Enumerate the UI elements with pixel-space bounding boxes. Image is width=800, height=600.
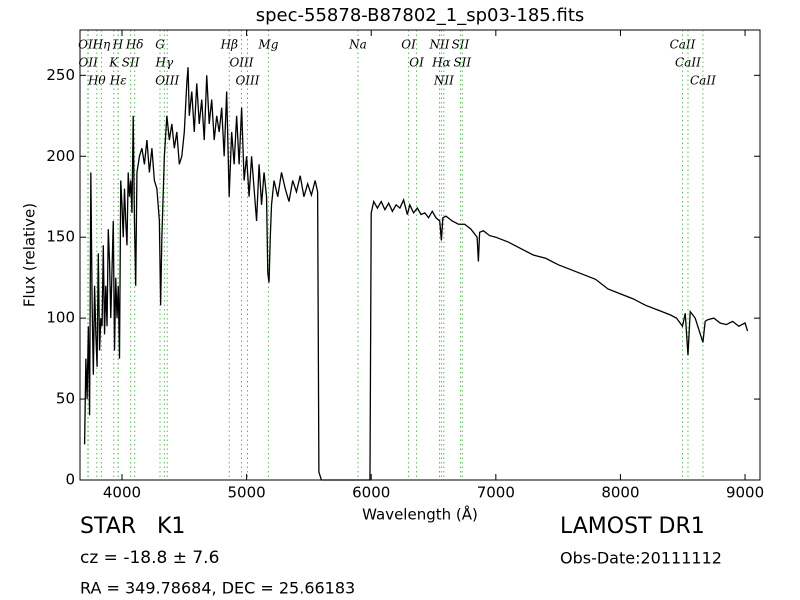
spectral-line-label: SII [453, 56, 471, 70]
spectral-line-label: CaII [675, 56, 701, 70]
spectrum-line [83, 67, 749, 481]
chart-title: spec-55878-B87802_1_sp03-185.fits [256, 5, 585, 26]
spectral-line-label: Hδ [125, 38, 144, 52]
y-tick-label: 200 [46, 147, 75, 165]
spectral-line-label: Mg [257, 38, 278, 52]
spectral-line-label: Hθ [87, 74, 106, 88]
spectral-line-label: CaII [670, 38, 696, 52]
spectral-line-label: OI [401, 38, 416, 52]
spectral-line-label: SII [122, 56, 140, 70]
date-label: Obs-Date:20111112 [560, 549, 722, 568]
spectral-line-label: Hγ [155, 56, 174, 70]
spectral-line-label: K [108, 56, 119, 70]
spectral-line-label: SII [452, 38, 470, 52]
spectral-line-label: OIII [235, 74, 259, 88]
y-axis-label: Flux (relative) [21, 203, 39, 307]
x-tick-label: 4000 [103, 484, 141, 502]
subclass-label: K1 [157, 514, 185, 539]
x-tick-label: 7000 [477, 484, 515, 502]
spectral-line-label: Hβ [220, 38, 238, 52]
spectral-line-label: CaII [690, 74, 716, 88]
spectral-line-label: G [155, 38, 165, 52]
x-tick-label: 5000 [228, 484, 266, 502]
x-tick-label: 8000 [601, 484, 639, 502]
spectral-line-label: NII [429, 38, 450, 52]
x-axis-label: Wavelength (Å) [362, 505, 478, 524]
survey-label: LAMOST DR1 [560, 514, 705, 539]
x-tick-label: 6000 [352, 484, 390, 502]
y-tick-label: 250 [46, 66, 75, 84]
spectral-line-label: Na [348, 38, 367, 52]
spectral-line-label: Hα [431, 56, 451, 70]
spectral-line-label: OIII [229, 56, 253, 70]
y-tick-label: 50 [56, 390, 75, 408]
y-tick-label: 100 [46, 309, 75, 327]
class-label: STAR [80, 514, 136, 539]
x-tick-label: 9000 [726, 484, 764, 502]
spectral-line-label: Hε [109, 74, 127, 88]
spectral-line-label: Hη [92, 38, 111, 52]
plot-frame [79, 29, 761, 481]
y-tick-label: 0 [65, 471, 75, 489]
redshift-label: cz = -18.8 ± 7.6 [80, 548, 219, 568]
spectral-line-label: OII [79, 56, 99, 70]
spectral-line-label: OI [409, 56, 424, 70]
y-tick-label: 150 [46, 228, 75, 246]
coords-label: RA = 349.78684, DEC = 25.66183 [80, 579, 355, 598]
spectral-line-label: OIII [155, 74, 179, 88]
spectral-line-label: NII [433, 74, 454, 88]
